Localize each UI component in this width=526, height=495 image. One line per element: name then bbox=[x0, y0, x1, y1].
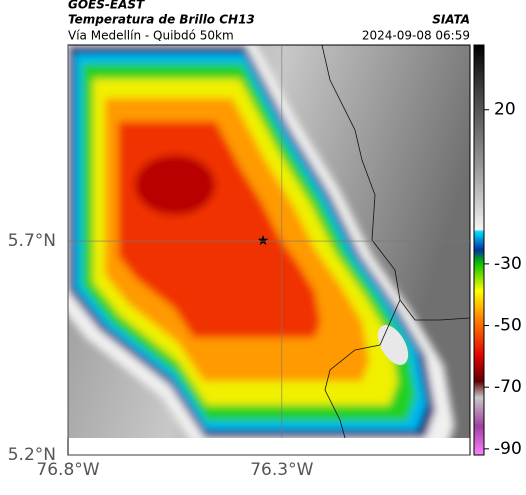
satellite-image bbox=[68, 45, 470, 438]
colorbar-label: -70 bbox=[494, 377, 522, 397]
y-tick-label: 5.7°N bbox=[8, 231, 56, 251]
colorbar-label: -30 bbox=[494, 254, 522, 274]
agency: SIATA bbox=[432, 13, 470, 27]
x-tick-label: 76.3°W bbox=[250, 460, 313, 480]
colorbar bbox=[473, 44, 485, 456]
colorbar-label: -90 bbox=[494, 439, 522, 459]
title: Temperatura de Brillo CH13 bbox=[68, 13, 255, 27]
x-tick-label: 76.8°W bbox=[36, 460, 99, 480]
y-tick-label: 5.2°N bbox=[8, 445, 56, 465]
source: GOES-EAST bbox=[68, 0, 145, 12]
colorbar-label: 20 bbox=[494, 100, 516, 120]
timestamp: 2024-09-08 06:59 bbox=[362, 29, 470, 43]
colorbar-label: -50 bbox=[494, 316, 522, 336]
subtitle: Vía Medellín - Quibdó 50km bbox=[68, 29, 234, 43]
